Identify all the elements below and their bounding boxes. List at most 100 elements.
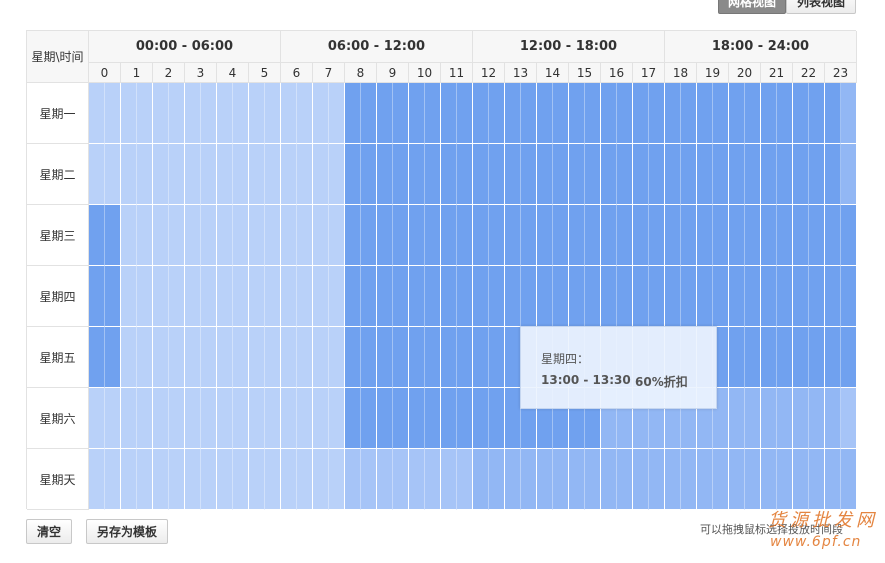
- time-cell[interactable]: [553, 144, 569, 205]
- time-cell[interactable]: [249, 144, 265, 205]
- time-cell[interactable]: [185, 205, 201, 266]
- time-cell[interactable]: [265, 205, 281, 266]
- time-cell[interactable]: [265, 327, 281, 388]
- time-cell[interactable]: [345, 327, 361, 388]
- time-cell[interactable]: [473, 266, 489, 327]
- time-cell[interactable]: [665, 205, 681, 266]
- time-cell[interactable]: [537, 266, 553, 327]
- time-cell[interactable]: [665, 449, 681, 510]
- time-cell[interactable]: [361, 205, 377, 266]
- time-cell[interactable]: [377, 83, 393, 144]
- time-cell[interactable]: [217, 144, 233, 205]
- time-cell[interactable]: [313, 327, 329, 388]
- time-cell[interactable]: [441, 83, 457, 144]
- time-cell[interactable]: [233, 83, 249, 144]
- time-cell[interactable]: [825, 144, 841, 205]
- time-cell[interactable]: [137, 266, 153, 327]
- time-cell[interactable]: [825, 83, 841, 144]
- time-cell[interactable]: [841, 388, 857, 449]
- time-cell[interactable]: [713, 83, 729, 144]
- time-cell[interactable]: [713, 388, 729, 449]
- time-cell[interactable]: [777, 144, 793, 205]
- time-cell[interactable]: [121, 266, 137, 327]
- time-cell[interactable]: [457, 83, 473, 144]
- time-cell[interactable]: [393, 266, 409, 327]
- time-cell[interactable]: [681, 449, 697, 510]
- time-cell[interactable]: [793, 449, 809, 510]
- time-cell[interactable]: [745, 144, 761, 205]
- time-cell[interactable]: [393, 144, 409, 205]
- time-cell[interactable]: [233, 144, 249, 205]
- time-cell[interactable]: [121, 388, 137, 449]
- time-cell[interactable]: [377, 205, 393, 266]
- time-cell[interactable]: [409, 327, 425, 388]
- time-cell[interactable]: [537, 449, 553, 510]
- time-cell[interactable]: [585, 205, 601, 266]
- time-cell[interactable]: [489, 388, 505, 449]
- time-cell[interactable]: [521, 449, 537, 510]
- time-cell[interactable]: [169, 83, 185, 144]
- time-cell[interactable]: [345, 449, 361, 510]
- list-view-button[interactable]: 列表视图: [786, 0, 856, 14]
- time-cell[interactable]: [361, 449, 377, 510]
- time-cell[interactable]: [345, 83, 361, 144]
- time-cell[interactable]: [665, 144, 681, 205]
- time-cell[interactable]: [153, 388, 169, 449]
- time-cell[interactable]: [713, 205, 729, 266]
- time-cell[interactable]: [153, 83, 169, 144]
- time-cell[interactable]: [745, 449, 761, 510]
- time-cell[interactable]: [521, 144, 537, 205]
- time-cell[interactable]: [217, 388, 233, 449]
- time-cell[interactable]: [793, 327, 809, 388]
- time-cell[interactable]: [137, 327, 153, 388]
- time-cell[interactable]: [105, 266, 121, 327]
- time-cell[interactable]: [89, 205, 105, 266]
- time-cell[interactable]: [169, 388, 185, 449]
- time-cell[interactable]: [633, 144, 649, 205]
- time-cell[interactable]: [329, 388, 345, 449]
- time-cell[interactable]: [841, 266, 857, 327]
- time-cell[interactable]: [761, 327, 777, 388]
- time-cell[interactable]: [313, 266, 329, 327]
- time-cell[interactable]: [201, 144, 217, 205]
- time-cell[interactable]: [473, 83, 489, 144]
- time-cell[interactable]: [105, 388, 121, 449]
- time-cell[interactable]: [841, 83, 857, 144]
- time-cell[interactable]: [569, 83, 585, 144]
- time-cell[interactable]: [441, 144, 457, 205]
- time-cell[interactable]: [633, 83, 649, 144]
- time-cell[interactable]: [777, 388, 793, 449]
- time-cell[interactable]: [569, 144, 585, 205]
- time-cell[interactable]: [329, 83, 345, 144]
- time-cell[interactable]: [761, 83, 777, 144]
- time-cell[interactable]: [441, 327, 457, 388]
- time-cell[interactable]: [809, 449, 825, 510]
- time-cell[interactable]: [601, 83, 617, 144]
- time-cell[interactable]: [425, 449, 441, 510]
- time-cell[interactable]: [617, 83, 633, 144]
- time-cell[interactable]: [761, 144, 777, 205]
- time-cell[interactable]: [473, 327, 489, 388]
- time-cell[interactable]: [729, 388, 745, 449]
- time-cell[interactable]: [153, 266, 169, 327]
- time-cell[interactable]: [377, 449, 393, 510]
- time-cell[interactable]: [601, 266, 617, 327]
- time-cell[interactable]: [361, 388, 377, 449]
- time-cell[interactable]: [745, 266, 761, 327]
- time-cell[interactable]: [409, 83, 425, 144]
- time-cell[interactable]: [745, 327, 761, 388]
- time-cell[interactable]: [601, 449, 617, 510]
- time-cell[interactable]: [409, 266, 425, 327]
- time-cell[interactable]: [201, 327, 217, 388]
- time-cell[interactable]: [713, 266, 729, 327]
- time-cell[interactable]: [649, 83, 665, 144]
- time-cell[interactable]: [681, 83, 697, 144]
- time-cell[interactable]: [457, 266, 473, 327]
- time-cell[interactable]: [281, 327, 297, 388]
- time-cell[interactable]: [825, 327, 841, 388]
- time-cell[interactable]: [89, 144, 105, 205]
- time-cell[interactable]: [137, 388, 153, 449]
- time-cell[interactable]: [329, 144, 345, 205]
- time-cell[interactable]: [169, 205, 185, 266]
- time-cell[interactable]: [441, 388, 457, 449]
